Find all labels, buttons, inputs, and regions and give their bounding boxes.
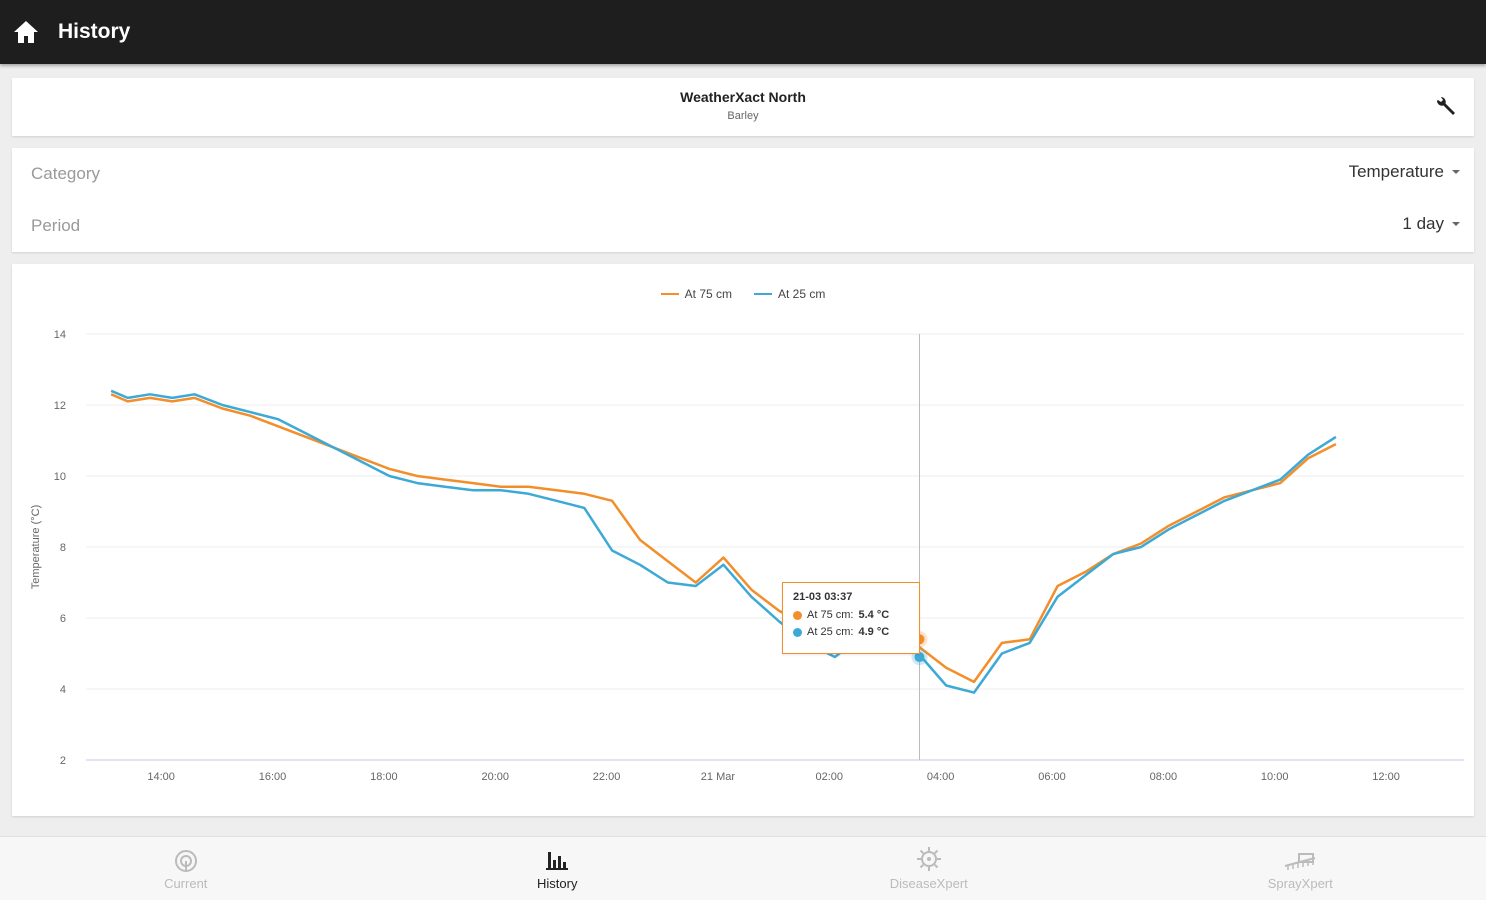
legend-swatch-75cm xyxy=(660,293,679,295)
chevron-down-icon xyxy=(1452,170,1460,174)
x-tick-label: 12:00 xyxy=(1372,771,1400,783)
y-tick-label: 10 xyxy=(54,471,66,483)
chart-tooltip: 21-03 03:37 At 75 cm: 5.4 °C At 25 cm: 4… xyxy=(782,582,920,654)
x-tick-label: 14:00 xyxy=(147,771,175,783)
nav-item-history[interactable]: History xyxy=(372,837,744,900)
y-tick-label: 12 xyxy=(54,400,66,412)
page-title: History xyxy=(58,20,131,43)
x-tick-label: 21 Mar xyxy=(701,771,736,783)
category-value: Temperature xyxy=(1348,162,1444,181)
tooltip-label-75cm: At 75 cm: xyxy=(807,609,854,621)
nav-item-sprayxpert[interactable]: SprayXpert xyxy=(1115,837,1486,900)
category-label: Category xyxy=(31,164,100,183)
home-button[interactable] xyxy=(4,10,48,54)
y-axis-label: Temperature (°C) xyxy=(30,505,42,589)
legend-label-25cm: At 25 cm xyxy=(778,287,826,301)
nav-label-current: Current xyxy=(164,876,208,891)
settings-button[interactable] xyxy=(1430,91,1462,123)
wrench-icon xyxy=(1437,97,1455,115)
x-tick-label: 16:00 xyxy=(259,771,287,783)
station-crop: Barley xyxy=(727,110,759,122)
period-select[interactable]: 1 day xyxy=(1402,214,1460,234)
hover-point-25cm xyxy=(914,652,925,663)
x-tick-label: 10:00 xyxy=(1261,771,1289,783)
x-tick-label: 08:00 xyxy=(1150,771,1178,783)
period-row: Period 1 day xyxy=(12,200,1474,252)
temperature-chart[interactable]: 14 12 10 8 6 4 2 14:00 16:00 18:00 20:00 22:00 21 Ma… xyxy=(12,264,1474,816)
tooltip-row-75cm: At 75 cm: 5.4 °C xyxy=(793,607,909,624)
station-header: WeatherXact North Barley xyxy=(12,78,1474,136)
period-label: Period xyxy=(31,216,81,235)
x-tick-label: 18:00 xyxy=(370,771,398,783)
bottom-navigation: Current History xyxy=(0,836,1486,900)
chevron-down-icon xyxy=(1452,222,1460,226)
period-value: 1 day xyxy=(1402,214,1444,233)
series-line-25cm xyxy=(110,389,1337,694)
legend-item-25cm[interactable]: At 25 cm xyxy=(754,287,825,301)
y-tick-label: 8 xyxy=(60,542,66,554)
nav-item-current[interactable]: Current xyxy=(0,837,372,900)
tooltip-value-25cm: 4.9 °C xyxy=(858,626,890,638)
gauge-icon xyxy=(174,850,197,872)
x-tick-label: 06:00 xyxy=(1038,771,1066,783)
tooltip-row-25cm: At 25 cm: 4.9 °C xyxy=(793,624,909,641)
home-icon xyxy=(14,21,38,43)
tooltip-value-75cm: 5.4 °C xyxy=(858,609,890,621)
nav-item-diseasexpert[interactable]: DiseaseXpert xyxy=(743,837,1115,900)
x-tick-label: 22:00 xyxy=(593,771,621,783)
filter-panel: Category Temperature Period 1 day xyxy=(12,148,1474,252)
legend-item-75cm[interactable]: At 75 cm xyxy=(660,287,732,301)
legend-swatch-25cm xyxy=(754,293,772,295)
nav-label-diseasexpert: DiseaseXpert xyxy=(889,876,968,891)
category-row: Category Temperature xyxy=(12,148,1474,200)
category-select[interactable]: Temperature xyxy=(1349,162,1460,182)
x-tick-label: 20:00 xyxy=(481,771,509,783)
chart-legend: At 75 cm At 25 cm xyxy=(12,287,1474,301)
chart-card: 14 12 10 8 6 4 2 14:00 16:00 18:00 20:00 22:00 21 Ma… xyxy=(12,264,1474,816)
legend-label-75cm: At 75 cm xyxy=(684,287,732,301)
y-tick-label: 14 xyxy=(54,329,66,341)
x-tick-label: 04:00 xyxy=(927,771,955,783)
y-tick-label: 4 xyxy=(60,684,66,696)
x-tick-label: 02:00 xyxy=(816,771,844,783)
y-tick-label: 6 xyxy=(60,613,66,625)
sprayer-icon xyxy=(1284,853,1316,870)
series-line-75cm xyxy=(110,393,1337,684)
tooltip-dot-75cm xyxy=(793,611,802,620)
nav-label-history: History xyxy=(537,876,578,891)
tooltip-title: 21-03 03:37 xyxy=(793,591,853,603)
bar-chart-icon xyxy=(546,852,569,870)
station-name: WeatherXact North xyxy=(680,89,806,105)
tooltip-dot-25cm xyxy=(793,628,802,637)
tooltip-label-25cm: At 25 cm: xyxy=(807,626,854,638)
virus-icon xyxy=(916,847,941,871)
app-bar: History xyxy=(0,0,1486,64)
nav-label-sprayxpert: SprayXpert xyxy=(1267,876,1333,891)
y-tick-label: 2 xyxy=(60,755,66,767)
